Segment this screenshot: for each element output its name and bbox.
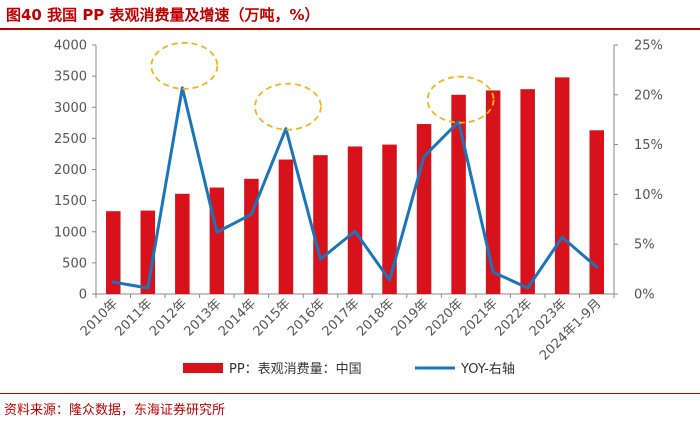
- left-tick-label: 3500: [54, 70, 87, 85]
- highlight-circle: [150, 41, 219, 90]
- x-tick-label: 2012年: [147, 296, 190, 339]
- yoy-point: [388, 278, 391, 282]
- x-tick-label: 2011年: [112, 296, 155, 339]
- bar: [244, 178, 259, 294]
- legend-bar-swatch: [183, 363, 223, 373]
- bar: [278, 159, 294, 294]
- line-layer: [111, 86, 599, 290]
- x-tick-label: 2018年: [354, 296, 397, 339]
- x-tick-label: 2024年1-9月: [537, 296, 604, 363]
- bar: [485, 90, 501, 294]
- x-tick-label: 2020年: [423, 296, 466, 339]
- x-tick-label: 2017年: [320, 296, 363, 339]
- x-tick-label: 2016年: [285, 296, 328, 339]
- source-divider: [0, 393, 700, 394]
- x-tick-label: 2015年: [251, 296, 294, 339]
- figure-title: 图40 我国 PP 表观消费量及增速（万吨，%）: [6, 6, 320, 24]
- x-tick-label: 2014年: [216, 296, 259, 339]
- title-divider: [0, 28, 700, 30]
- highlight-layer: [150, 41, 495, 131]
- highlight-circle: [426, 75, 495, 124]
- x-tick-label: 2013年: [181, 296, 224, 339]
- left-tick-label: 4000: [54, 39, 87, 54]
- left-tick-label: 500: [62, 256, 87, 271]
- right-tick-label: 10%: [634, 188, 663, 203]
- left-tick-label: 1000: [54, 225, 87, 240]
- x-tick-label: 2010年: [78, 296, 121, 339]
- source-note: 资料来源：隆众数据，东海证券研究所: [4, 403, 226, 418]
- x-tick-label: 2022年: [492, 296, 535, 339]
- right-tick-label: 25%: [634, 39, 663, 54]
- bar: [451, 94, 466, 294]
- yoy-point: [526, 286, 529, 290]
- left-tick-label: 0: [79, 288, 87, 303]
- bar: [382, 144, 397, 294]
- left-tick-label: 3000: [54, 101, 87, 116]
- left-tick-label: 1500: [54, 194, 87, 209]
- yoy-point: [319, 257, 322, 261]
- legend-line-label: YOY-右轴: [460, 362, 515, 377]
- bar: [347, 146, 363, 294]
- yoy-point: [146, 286, 149, 290]
- yoy-point: [422, 155, 426, 158]
- legend: PP：表观消费量：中国 YOY-右轴: [183, 362, 515, 377]
- bar: [106, 211, 121, 294]
- yoy-point: [595, 265, 598, 269]
- x-tick-label: 2021年: [458, 296, 501, 339]
- yoy-point: [561, 236, 564, 239]
- right-tick-label: 15%: [634, 138, 663, 153]
- yoy-point: [353, 230, 357, 233]
- bar: [589, 130, 604, 294]
- yoy-point: [215, 231, 219, 234]
- legend-bar-label: PP：表观消费量：中国: [229, 362, 362, 377]
- right-tick-label: 0%: [634, 288, 655, 303]
- left-tick-label: 2500: [54, 132, 87, 147]
- yoy-point: [250, 213, 253, 216]
- x-tick-label: 2019年: [389, 296, 432, 339]
- highlight-circle: [254, 82, 322, 131]
- bar: [313, 155, 328, 294]
- bar: [520, 89, 535, 294]
- bar: [175, 193, 190, 294]
- right-tick-label: 5%: [634, 238, 655, 253]
- yoy-point: [491, 270, 495, 274]
- bar: [209, 187, 225, 294]
- left-tick-label: 2000: [54, 163, 87, 178]
- yoy-point: [112, 280, 115, 284]
- bar: [554, 77, 570, 295]
- bar-layer: [106, 77, 604, 295]
- right-tick-label: 20%: [634, 88, 663, 103]
